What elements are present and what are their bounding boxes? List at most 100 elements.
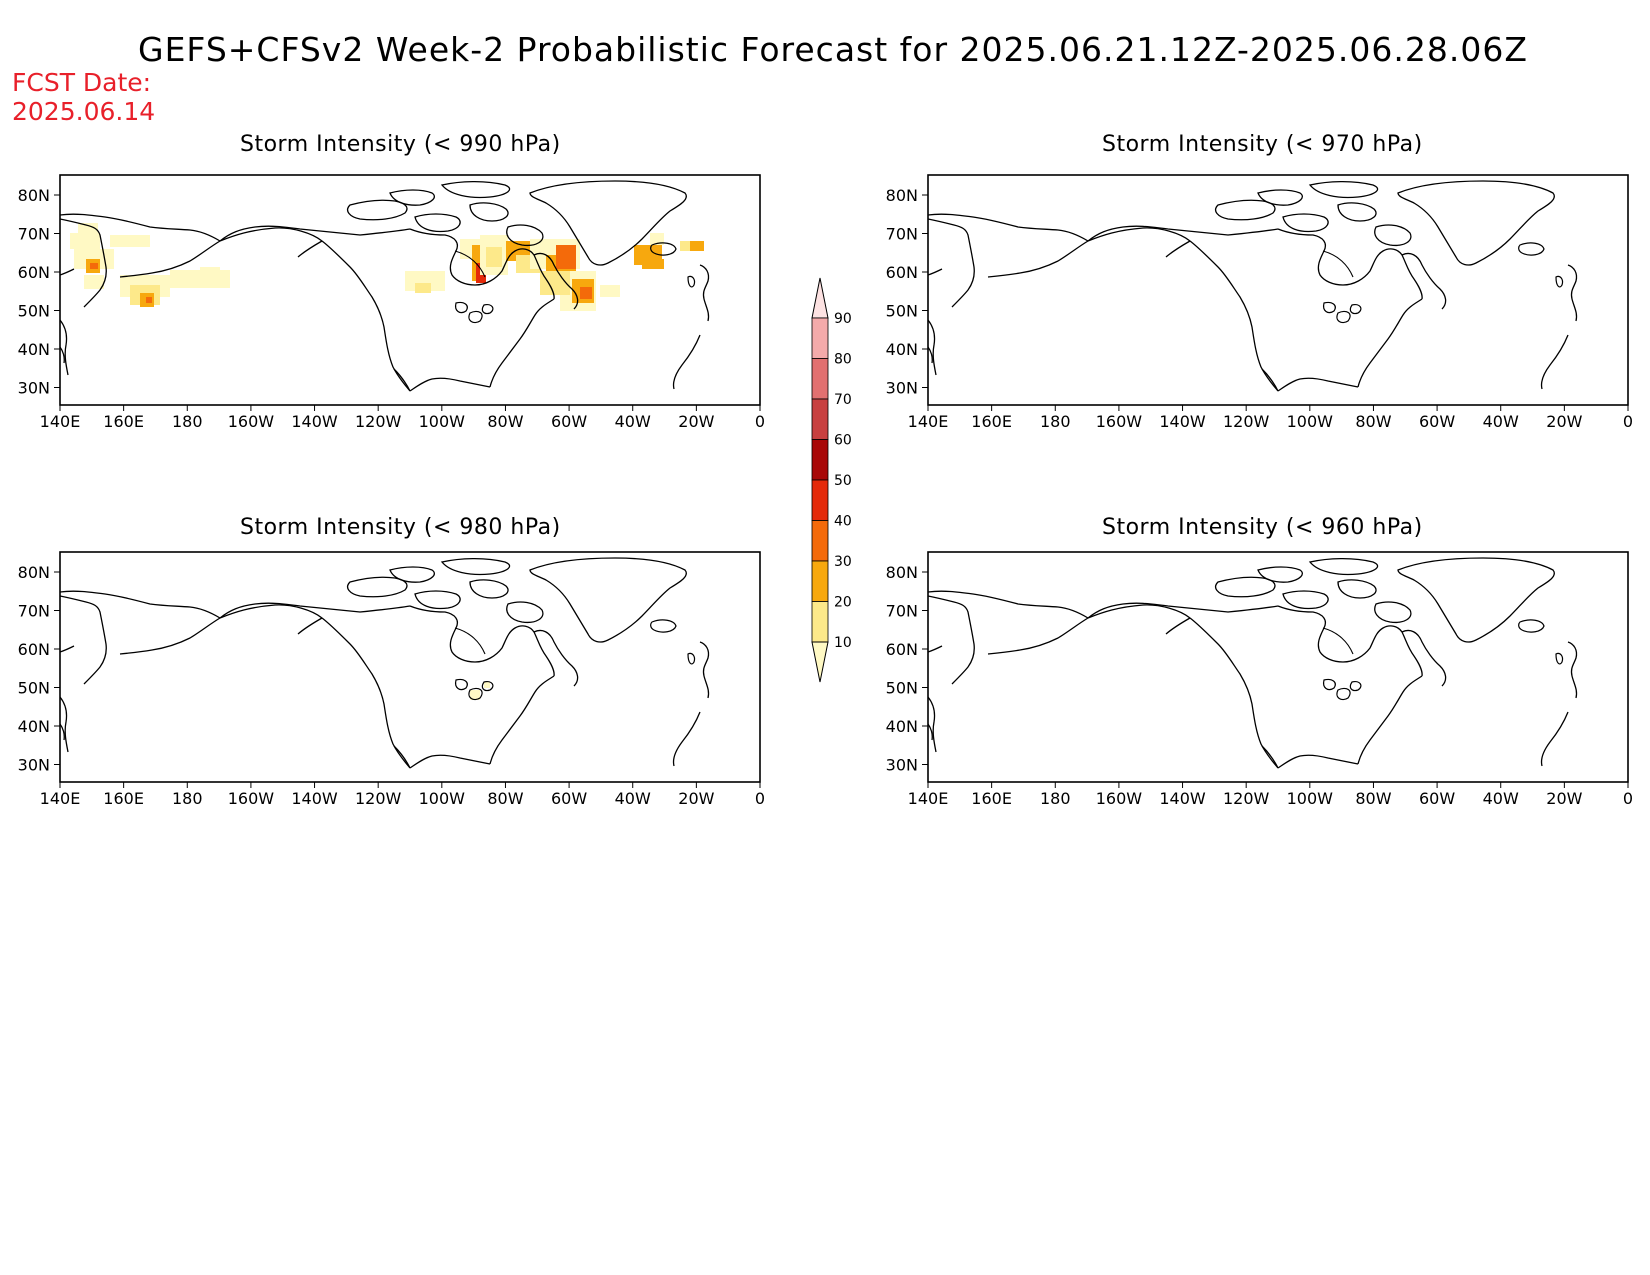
probability-cell (650, 233, 664, 245)
lat-tick-label: 80N (886, 186, 918, 205)
colorbar: 10 20 30 40 50 60 70 80 90 (811, 277, 852, 683)
lat-tick-label: 40N (886, 340, 918, 359)
colorbar-label: 60 (834, 433, 852, 449)
probability-cell (415, 283, 431, 293)
lon-tick-label: 80W (1355, 412, 1391, 431)
colorbar-label: 70 (834, 392, 852, 408)
panel-title-960: Storm Intensity (< 960 hPa) (1102, 515, 1423, 540)
lon-tick-label: 20W (678, 412, 714, 431)
lat-tick-label: 60N (886, 640, 918, 659)
lon-tick-label: 160W (228, 789, 275, 808)
lat-tick-label: 60N (18, 263, 50, 282)
lon-tick-label: 120W (1223, 789, 1270, 808)
probability-cell (642, 259, 664, 269)
lat-tick-label: 50N (886, 302, 918, 321)
map-frame (927, 174, 1629, 406)
panel-title-980: Storm Intensity (< 980 hPa) (240, 515, 561, 540)
lon-tick-label: 0 (755, 789, 765, 808)
lat-tick-label: 80N (886, 563, 918, 582)
lon-tick-label: 140E (40, 789, 81, 808)
colorbar-segment (811, 601, 829, 643)
lon-tick-label: 20W (678, 789, 714, 808)
lon-tick-label: 0 (1623, 789, 1633, 808)
lon-tick-label: 140E (908, 412, 949, 431)
lon-tick-label: 140W (1159, 412, 1206, 431)
probability-cell (90, 263, 98, 269)
map-panel-p970: 140E 160E 180 160W 140W 120W 100W 80W 60W 40W 20W 0… (886, 174, 1633, 431)
lon-tick-label: 40W (1483, 412, 1519, 431)
lon-tick-label: 120W (1223, 412, 1270, 431)
probability-cell (540, 271, 570, 295)
lon-tick-label: 140W (1159, 789, 1206, 808)
lat-tick-label: 40N (18, 340, 50, 359)
colorbar-segment (811, 317, 829, 359)
lon-tick-label: 60W (551, 789, 587, 808)
lon-tick-label: 60W (1419, 789, 1455, 808)
lat-tick-label: 30N (18, 379, 50, 398)
map-frame (59, 174, 761, 406)
probability-cell (580, 287, 592, 299)
lon-tick-label: 180 (1040, 412, 1071, 431)
coastline (928, 557, 1578, 769)
colorbar-segment (811, 560, 829, 602)
fcst-date-caption: FCST Date: (12, 68, 152, 97)
lon-tick-label: 100W (419, 412, 466, 431)
map-frame (59, 551, 761, 783)
lon-tick-label: 160E (103, 789, 144, 808)
lon-tick-label: 20W (1546, 412, 1582, 431)
lat-tick-label: 40N (18, 717, 50, 736)
probability-cell (690, 241, 704, 251)
colorbar-top-triangle (811, 277, 829, 319)
main-title: GEFS+CFSv2 Week-2 Probabilistic Forecast… (138, 30, 1528, 69)
lon-tick-label: 160E (971, 789, 1012, 808)
colorbar-label: 10 (834, 635, 852, 651)
lon-tick-label: 60W (551, 412, 587, 431)
probability-cell (78, 223, 98, 235)
probability-cell (680, 241, 694, 251)
lon-tick-label: 40W (615, 412, 651, 431)
lon-tick-label: 0 (755, 412, 765, 431)
lon-tick-label: 180 (1040, 789, 1071, 808)
colorbar-bottom-triangle (811, 641, 829, 683)
lon-tick-label: 40W (1483, 789, 1519, 808)
probability-cell (556, 245, 576, 269)
colorbar-segment (811, 520, 829, 562)
lat-tick-label: 50N (18, 679, 50, 698)
lon-tick-label: 120W (355, 789, 402, 808)
lat-tick-label: 30N (18, 756, 50, 775)
lon-tick-label: 80W (487, 789, 523, 808)
lon-tick-label: 140W (291, 789, 338, 808)
colorbar-segment (811, 358, 829, 400)
lon-tick-label: 60W (1419, 412, 1455, 431)
lon-tick-label: 160W (228, 412, 275, 431)
lon-tick-label: 100W (419, 789, 466, 808)
lon-tick-label: 140W (291, 412, 338, 431)
lon-tick-label: 160E (103, 412, 144, 431)
panels-layer: 140E 160E 180 160W 140W 120W 100W 80W 60W 40W 20W 0… (18, 174, 1633, 808)
forecast-date-label: FCST Date: 2025.06.14 (12, 68, 155, 126)
map-panel-p990: 140E 160E 180 160W 140W 120W 100W 80W 60W 40W 20W 0… (18, 174, 765, 431)
probability-cell (84, 275, 104, 289)
colorbar-segment (811, 479, 829, 521)
lon-tick-label: 120W (355, 412, 402, 431)
panel-title-990: Storm Intensity (< 990 hPa) (240, 132, 561, 157)
colorbar-segment (811, 439, 829, 481)
colorbar-segment (811, 398, 829, 440)
lat-tick-label: 70N (886, 225, 918, 244)
map-frame (927, 551, 1629, 783)
coastline (60, 557, 710, 769)
lon-tick-label: 160E (971, 412, 1012, 431)
lat-tick-label: 70N (886, 602, 918, 621)
probability-cell (484, 682, 490, 688)
colorbar-label: 20 (834, 595, 852, 611)
colorbar-label: 80 (834, 352, 852, 368)
lon-tick-label: 100W (1287, 412, 1334, 431)
lat-tick-label: 80N (18, 563, 50, 582)
lat-tick-label: 50N (18, 302, 50, 321)
probability-cell (470, 690, 480, 700)
lon-tick-label: 0 (1623, 412, 1633, 431)
probability-cell (146, 297, 152, 303)
lat-tick-label: 30N (886, 756, 918, 775)
lat-tick-label: 30N (886, 379, 918, 398)
probability-cell (486, 247, 502, 267)
